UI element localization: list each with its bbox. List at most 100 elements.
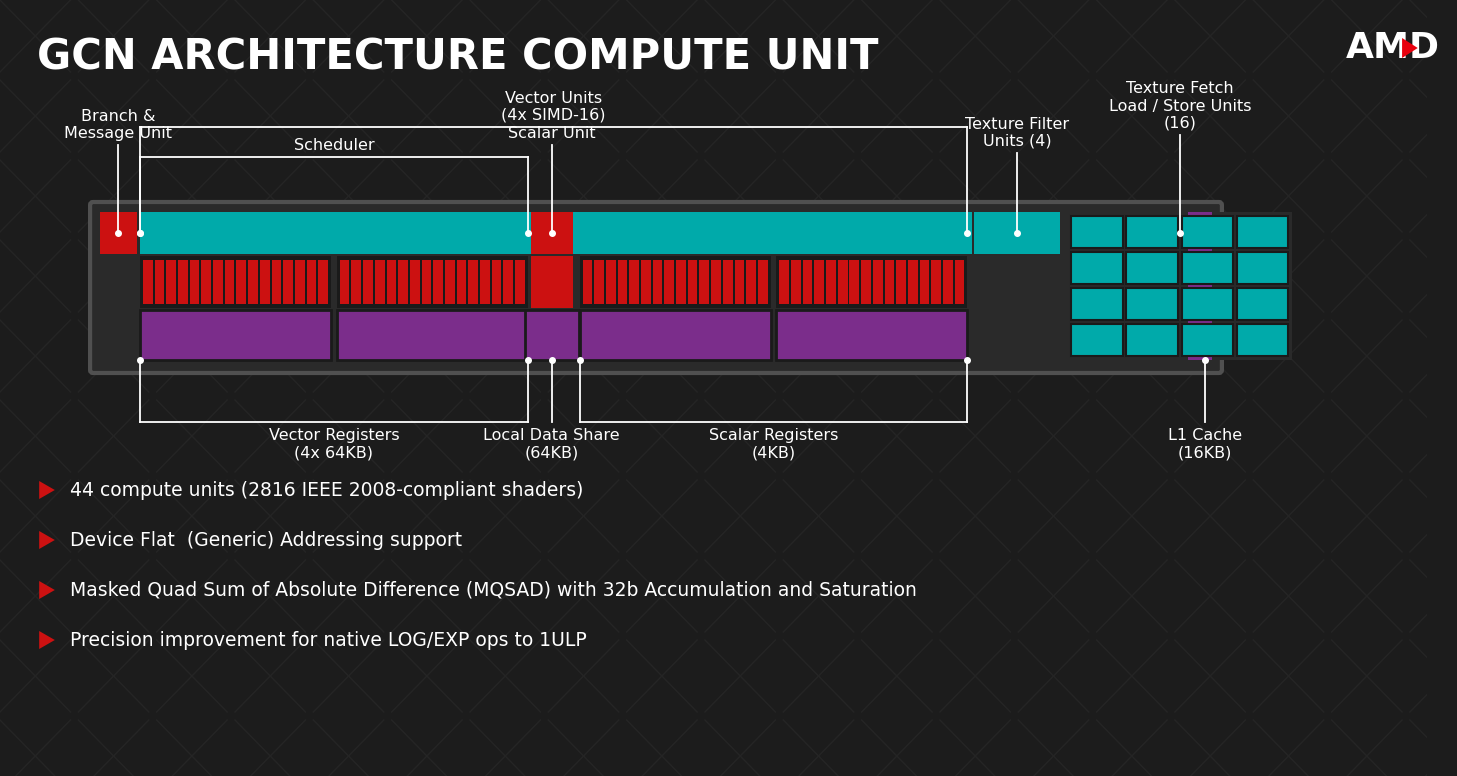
Bar [1071,216,1122,248]
Polygon shape [39,481,55,499]
Bar [140,212,972,254]
Bar [1237,216,1288,248]
Bar [908,260,918,304]
Bar [178,260,188,304]
Bar [629,260,640,304]
Bar [140,256,331,308]
Bar [1126,252,1177,284]
Bar [583,260,593,304]
Bar [606,260,616,304]
Bar [884,260,895,304]
Text: 44 compute units (2816 IEEE 2008-compliant shaders): 44 compute units (2816 IEEE 2008-complia… [70,480,584,500]
Bar [283,260,293,304]
Bar [248,260,258,304]
Polygon shape [39,631,55,649]
Bar [236,260,246,304]
Bar [491,260,501,304]
Bar [530,212,573,254]
Text: Scalar Registers
(4KB): Scalar Registers (4KB) [708,428,838,460]
Text: Vector Units
(4x SIMD-16): Vector Units (4x SIMD-16) [501,91,606,123]
Bar [641,260,651,304]
Bar [779,260,790,304]
Bar [259,260,270,304]
Bar [516,260,525,304]
Text: Vector Registers
(4x 64KB): Vector Registers (4x 64KB) [268,428,399,460]
Text: Local Data Share
(64KB): Local Data Share (64KB) [484,428,621,460]
Text: L1 Cache
(16KB): L1 Cache (16KB) [1167,428,1241,460]
Bar [421,260,431,304]
Bar [1182,252,1233,284]
Bar [919,260,930,304]
Text: Device Flat  (Generic) Addressing support: Device Flat (Generic) Addressing support [70,531,463,549]
Bar [699,260,710,304]
Bar [803,260,813,304]
Bar [1071,288,1122,320]
Bar [1182,288,1233,320]
Bar [849,260,860,304]
Text: AMD: AMD [1346,31,1441,65]
Bar [873,260,883,304]
Text: Texture Filter
Units (4): Texture Filter Units (4) [965,116,1069,149]
Bar [189,260,200,304]
Bar [201,260,211,304]
Bar [224,260,235,304]
Bar [525,310,578,360]
Bar [294,260,305,304]
Bar [1126,288,1177,320]
Bar [1237,252,1288,284]
Bar [306,260,316,304]
Bar [618,260,628,304]
Text: Scalar Unit: Scalar Unit [508,126,596,141]
Polygon shape [39,581,55,599]
Bar [1126,324,1177,356]
Bar [433,260,443,304]
Bar [1182,216,1233,248]
Bar [468,260,478,304]
Bar [1237,324,1288,356]
Bar [409,260,420,304]
Bar [140,310,331,360]
Bar [711,260,721,304]
Bar [746,260,756,304]
Bar [688,260,698,304]
Bar [777,256,967,308]
Bar [143,260,153,304]
Bar [594,260,605,304]
Bar [1126,216,1177,248]
Bar [339,260,350,304]
Bar [154,260,165,304]
Bar [337,310,527,360]
Bar [931,260,941,304]
Bar [398,260,408,304]
Polygon shape [1402,38,1418,58]
Bar [479,260,490,304]
FancyBboxPatch shape [90,202,1222,373]
Bar [943,260,953,304]
Bar [318,260,328,304]
Bar [271,260,281,304]
Bar [1237,288,1288,320]
Bar [1182,324,1233,356]
Bar [1071,324,1122,356]
Bar [363,260,373,304]
Bar [791,260,801,304]
Text: Masked Quad Sum of Absolute Difference (MQSAD) with 32b Accumulation and Saturat: Masked Quad Sum of Absolute Difference (… [70,580,918,600]
Bar [777,310,967,360]
Bar [896,260,906,304]
Bar [676,260,686,304]
Text: Precision improvement for native LOG/EXP ops to 1ULP: Precision improvement for native LOG/EXP… [70,630,587,650]
Bar [374,260,385,304]
Bar [653,260,663,304]
Bar [444,260,455,304]
Bar [723,260,733,304]
Bar [838,260,848,304]
Bar [664,260,675,304]
Bar [826,260,836,304]
Bar [861,260,871,304]
Text: Branch &
Message Unit: Branch & Message Unit [64,109,172,141]
Bar [1187,212,1212,360]
Bar [814,260,825,304]
Bar [337,256,527,308]
Bar [166,260,176,304]
Bar [734,260,745,304]
